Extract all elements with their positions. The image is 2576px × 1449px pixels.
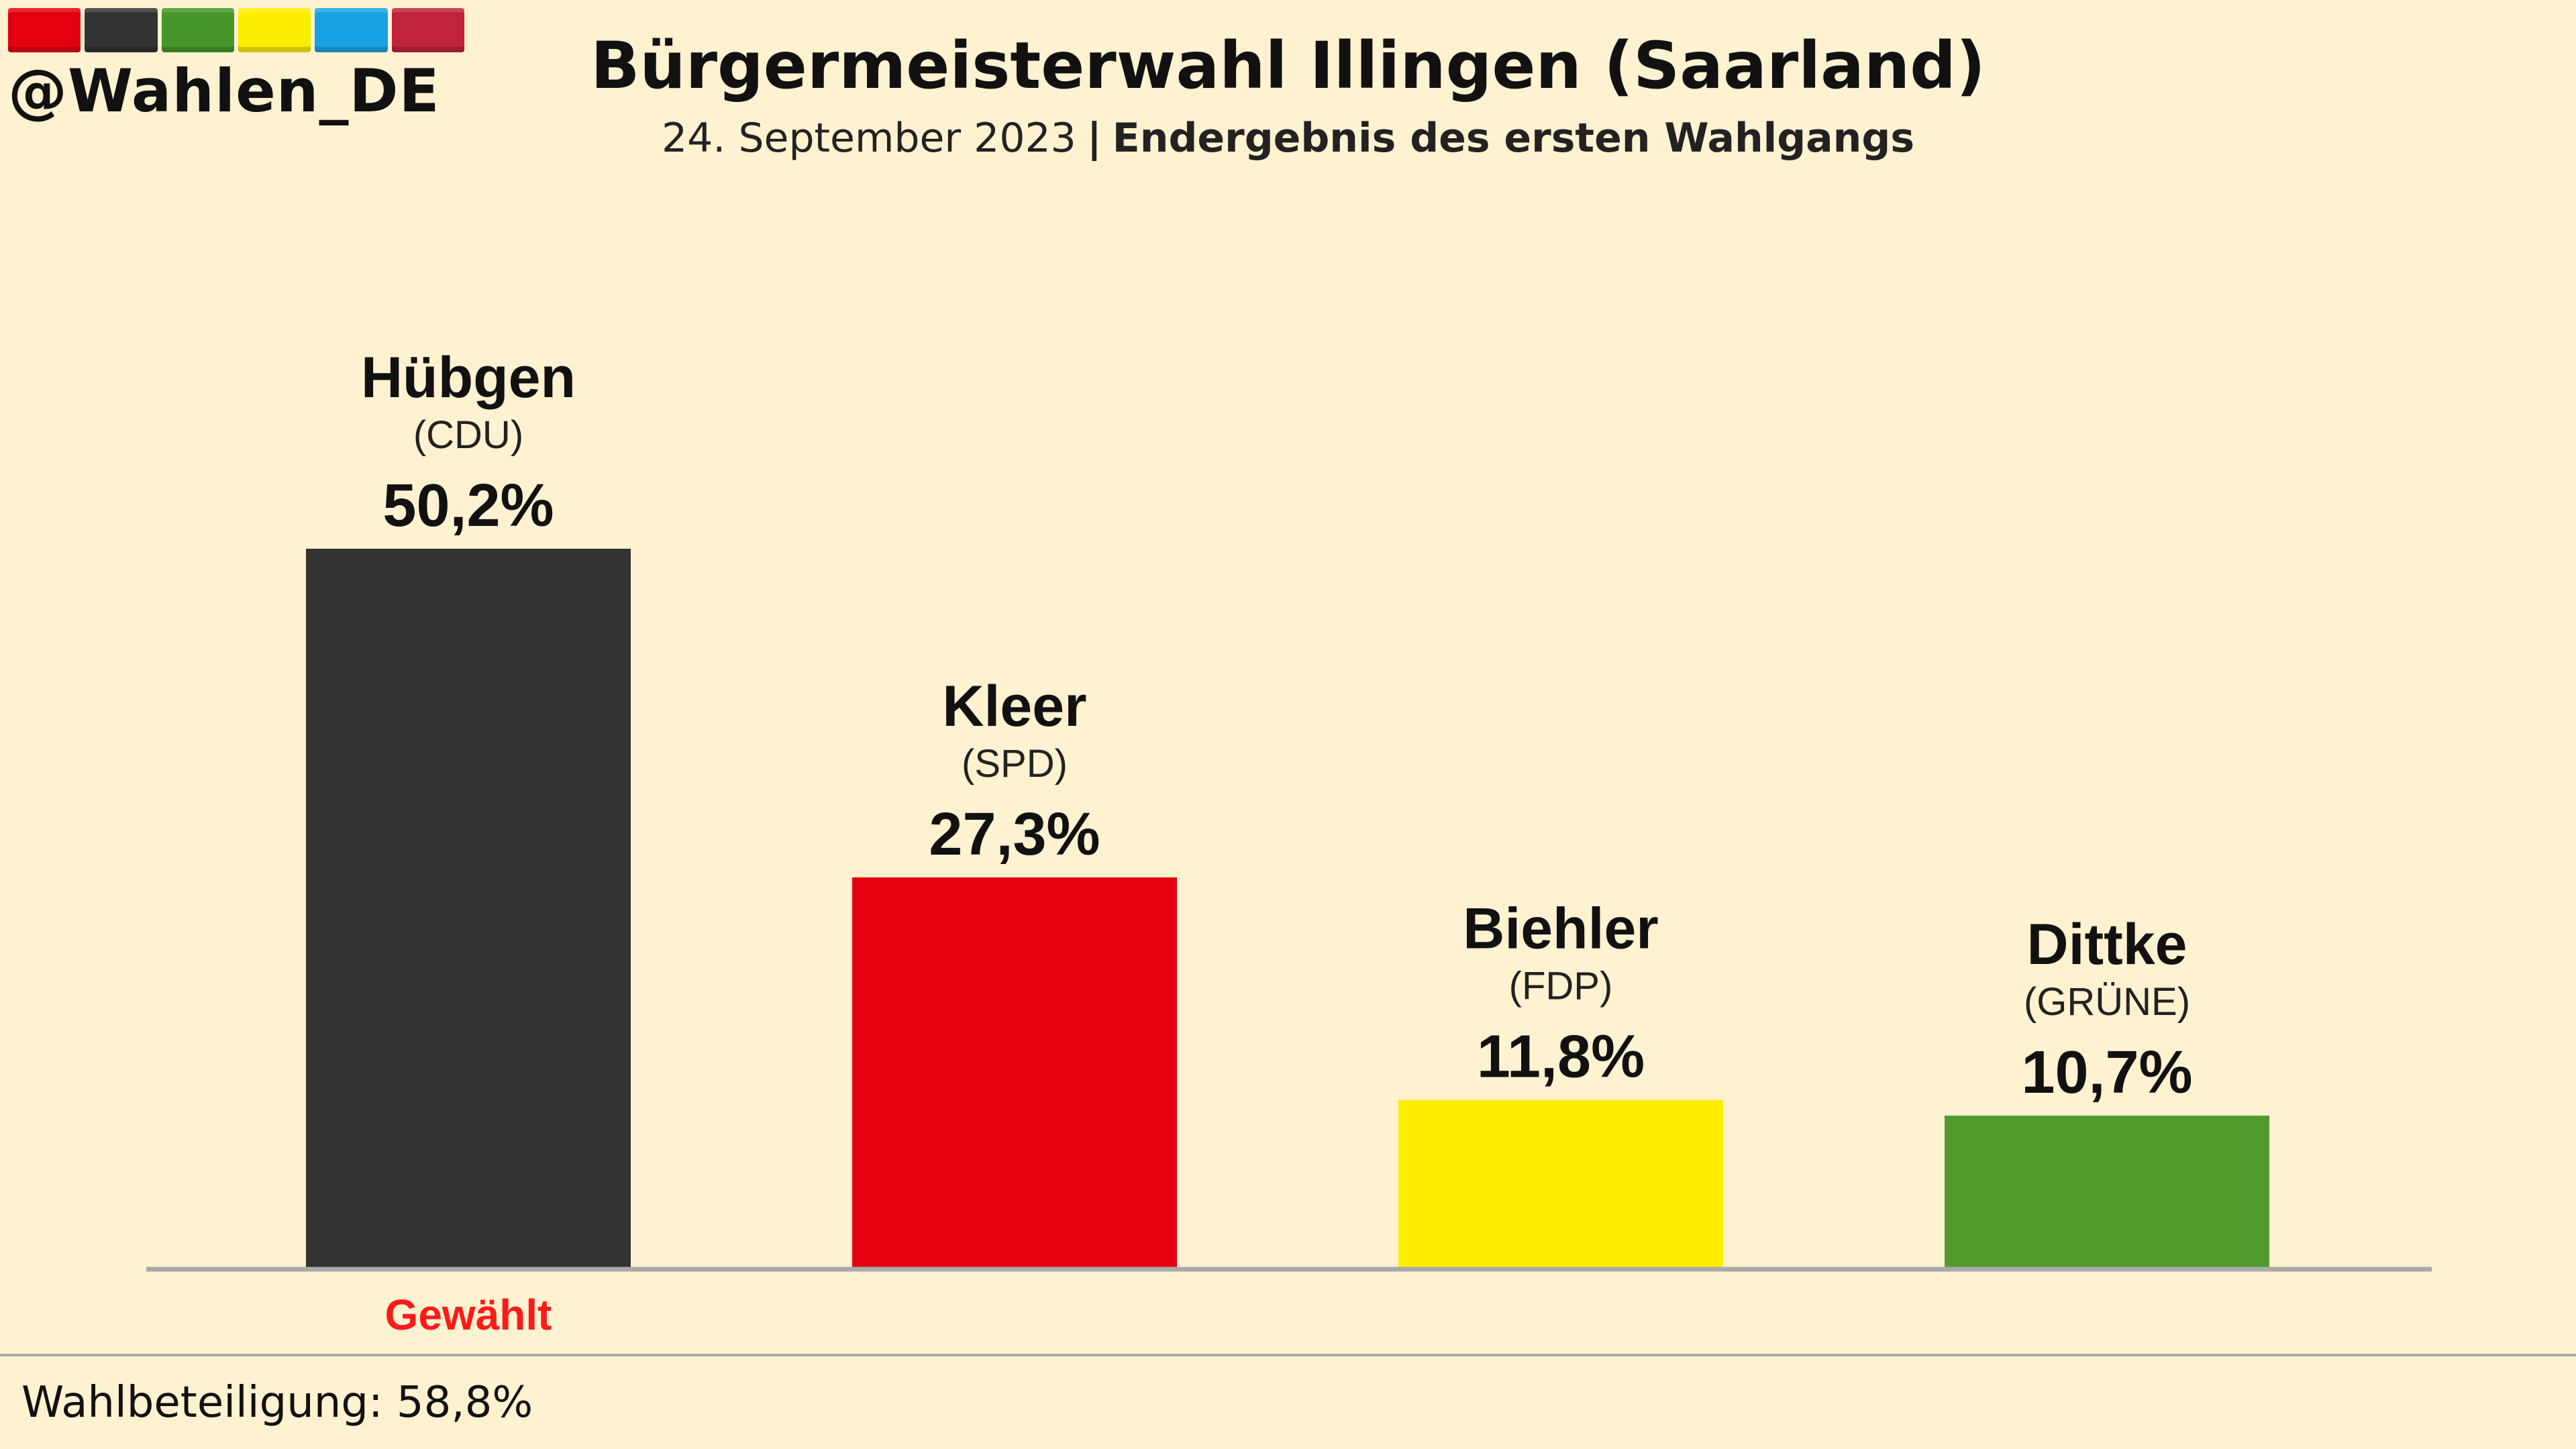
party-label: (SPD) xyxy=(962,742,1068,786)
brand-stripe xyxy=(8,8,81,52)
candidate-name: Kleer xyxy=(942,674,1086,739)
subtitle-separator: | xyxy=(1086,115,1102,162)
party-label: (GRÜNE) xyxy=(2024,980,2190,1024)
value-label: 27,3% xyxy=(929,801,1100,868)
brand-logo: @Wahlen_DE xyxy=(8,8,464,125)
value-label: 50,2% xyxy=(382,472,554,539)
brand-stripe xyxy=(85,8,158,52)
bar-1 xyxy=(306,549,631,1269)
labels-layer: 50,2% (CDU)Hübgen 27,3% (SPD)Kleer 11,8% (FDP… xyxy=(361,345,2193,1106)
party-label: (CDU) xyxy=(413,413,523,457)
party-color-stripes xyxy=(8,8,464,52)
value-label: 11,8% xyxy=(1477,1024,1645,1091)
bar-2 xyxy=(852,877,1177,1269)
value-label: 10,7% xyxy=(2021,1039,2192,1106)
chart-title: Bürgermeisterwahl Illingen (Saarland) xyxy=(590,28,1986,103)
brand-stripe xyxy=(391,8,464,52)
turnout-label: Wahlbeteiligung: 58,8% xyxy=(21,1378,533,1428)
winner-label: Gewählt xyxy=(385,1291,552,1339)
bars-layer xyxy=(306,549,2269,1269)
bar-3 xyxy=(1398,1099,1723,1269)
election-date: 24. September 2023 xyxy=(661,115,1076,162)
candidate-name: Biehler xyxy=(1463,897,1659,961)
bar-4 xyxy=(1945,1116,2269,1269)
candidate-name: Dittke xyxy=(2027,912,2187,977)
brand-stripe xyxy=(315,8,388,52)
result-type: Endergebnis des ersten Wahlgangs xyxy=(1112,115,1915,162)
footer-divider xyxy=(0,1354,2576,1356)
chart-subtitle: 24. September 2023 | Endergebnis des erste… xyxy=(0,111,2576,165)
party-label: (FDP) xyxy=(1509,965,1613,1008)
candidate-name: Hübgen xyxy=(361,345,576,410)
brand-handle: @Wahlen_DE xyxy=(8,56,440,125)
brand-stripe xyxy=(238,8,311,52)
brand-stripe xyxy=(161,8,234,52)
